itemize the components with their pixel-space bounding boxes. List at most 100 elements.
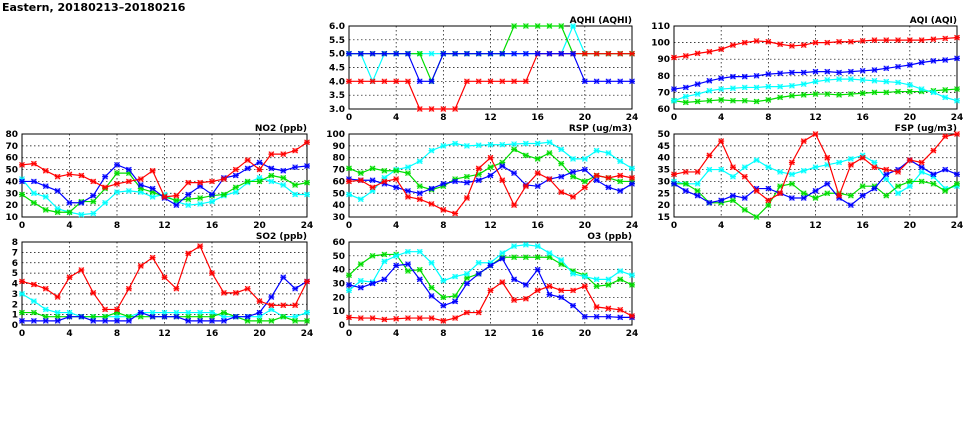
data-point [718, 166, 725, 173]
y-tick-label: 2 [12, 300, 18, 310]
data-point [114, 189, 120, 195]
data-point [357, 177, 364, 184]
data-point [173, 313, 180, 320]
data-point [232, 313, 239, 320]
data-point [440, 294, 447, 301]
data-point [220, 191, 227, 198]
data-point [765, 202, 772, 208]
data-point [381, 276, 388, 283]
data-point [220, 317, 227, 324]
y-tick-label: 40 [5, 177, 18, 187]
x-tick-label: 12 [809, 221, 822, 231]
y-tick-label: 5.0 [329, 50, 345, 60]
data-point [292, 191, 299, 198]
data-point [706, 87, 713, 94]
y-tick-label: 0 [12, 321, 18, 331]
data-point [463, 280, 470, 287]
data-point [671, 54, 677, 61]
data-point [883, 65, 890, 72]
data-point [570, 270, 577, 277]
data-point [304, 278, 310, 285]
data-point [78, 172, 85, 179]
data-point [871, 77, 878, 84]
data-point [220, 309, 227, 316]
data-point [581, 78, 588, 85]
data-point [682, 93, 689, 100]
data-point [593, 283, 600, 290]
data-point [292, 182, 299, 188]
data-point [499, 141, 506, 148]
data-point [185, 202, 192, 208]
x-tick-label: 20 [904, 221, 917, 231]
data-point [304, 309, 310, 316]
data-point [522, 140, 529, 147]
data-point [428, 293, 435, 299]
data-point [617, 50, 624, 57]
data-point [346, 178, 352, 185]
data-point [706, 166, 713, 173]
data-point [836, 159, 843, 166]
data-point [859, 154, 866, 161]
data-point [209, 178, 215, 185]
data-point [753, 98, 760, 105]
data-point [534, 50, 541, 57]
data-point [847, 76, 854, 82]
x-tick-label: 0 [346, 113, 352, 123]
y-tick-label: 7 [12, 248, 18, 258]
data-point [381, 258, 388, 265]
data-point [593, 304, 600, 310]
data-point [930, 89, 937, 96]
x-tick-label: 4 [718, 221, 724, 231]
data-point [102, 306, 109, 313]
data-point [511, 141, 518, 147]
x-tick-label: 4 [393, 329, 399, 339]
data-point [765, 197, 772, 204]
data-point [605, 184, 612, 191]
data-point [268, 172, 275, 179]
data-point [871, 67, 878, 73]
data-point [475, 142, 482, 149]
data-point [895, 63, 902, 70]
data-point [800, 42, 807, 48]
data-point [357, 196, 364, 203]
x-tick-label: 4 [393, 113, 399, 123]
data-point [511, 146, 518, 153]
data-point [452, 50, 459, 57]
data-point [463, 275, 470, 281]
data-point [942, 57, 949, 63]
plot-frame [673, 25, 958, 110]
data-point [487, 172, 494, 179]
x-tick-label: 12 [484, 221, 497, 231]
data-point [161, 313, 168, 320]
data-point [812, 78, 819, 85]
data-point [42, 167, 49, 174]
x-tick-label: 4 [66, 221, 72, 231]
x-tick-label: 24 [301, 221, 314, 231]
data-point [593, 78, 600, 85]
data-point [416, 158, 423, 165]
data-point [812, 188, 819, 194]
data-point [812, 131, 819, 137]
data-point [617, 314, 624, 321]
data-point [369, 177, 376, 184]
data-point [918, 164, 925, 171]
data-point [777, 41, 784, 48]
data-point [605, 313, 612, 320]
data-point [19, 278, 25, 285]
y-tick-label: 1 [12, 311, 18, 321]
data-point [416, 248, 423, 255]
data-point [66, 274, 73, 281]
data-point [558, 189, 565, 195]
data-point [788, 171, 795, 178]
data-point [404, 268, 411, 274]
data-point [605, 150, 612, 156]
y-tick-label: 30 [332, 280, 345, 290]
y-tick-label: 50 [5, 166, 18, 176]
y-tick-label: 70 [332, 166, 345, 176]
data-point [292, 285, 299, 292]
data-point [824, 77, 831, 83]
data-point [256, 178, 263, 185]
chart-title: O3 (ppb) [587, 232, 632, 242]
data-point [209, 270, 215, 276]
data-point [416, 196, 423, 203]
